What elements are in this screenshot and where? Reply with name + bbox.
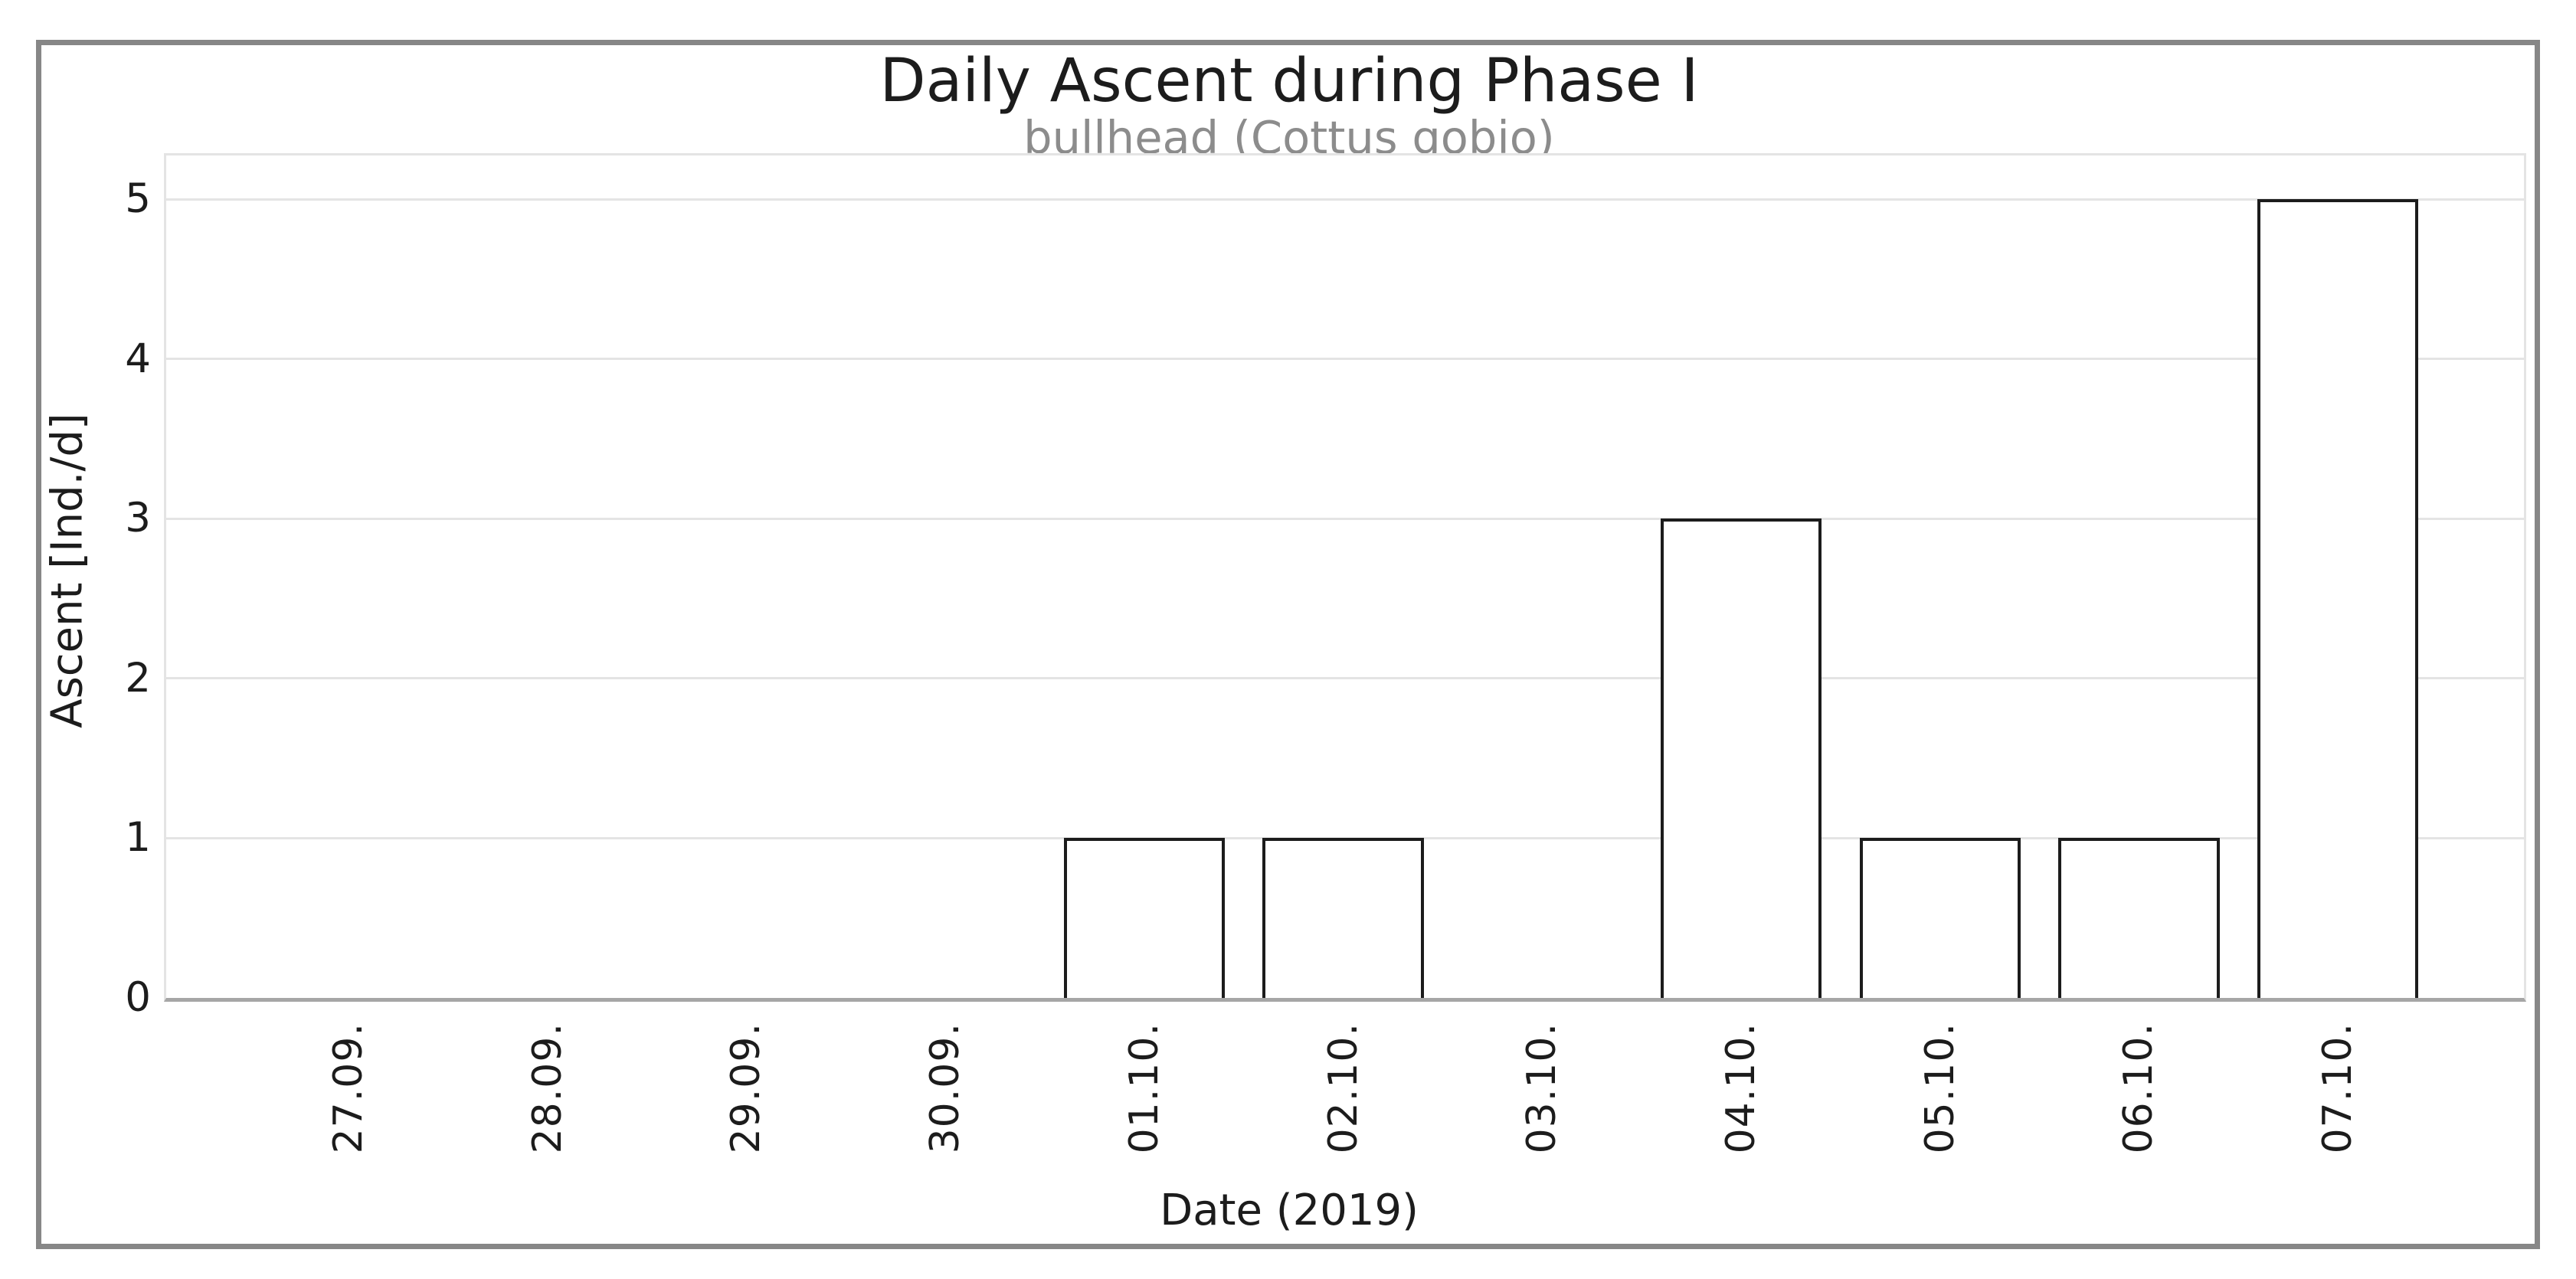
y-tick-label-4: 4	[125, 335, 151, 382]
x-tick-slot: 07.10.	[2238, 1022, 2437, 1183]
bar-slot-0110	[1045, 155, 1244, 998]
x-tick-label-0410: 04.10.	[1718, 1022, 1764, 1154]
x-tick-slot: 06.10.	[2040, 1022, 2239, 1183]
bars-container	[249, 155, 2437, 998]
bar-slot-2809	[448, 155, 647, 998]
bar-slot-0710	[2238, 155, 2437, 998]
x-tick-slot: 29.09.	[646, 1022, 846, 1183]
bar-slot-0510	[1841, 155, 2040, 998]
x-tick-label-0610: 06.10.	[2116, 1022, 2162, 1154]
x-tick-label-0310: 03.10.	[1519, 1022, 1566, 1154]
bar-0710-value-5	[2257, 199, 2419, 998]
bar-slot-0610	[2040, 155, 2239, 998]
x-axis-title: Date (2019)	[1160, 1186, 1419, 1235]
x-tick-label-3009: 30.09.	[922, 1022, 969, 1154]
x-tick-slot: 03.10.	[1442, 1022, 1642, 1183]
bar-0410-value-3	[1660, 518, 1822, 998]
bar-slot-0210	[1244, 155, 1443, 998]
x-tick-label-0710: 07.10.	[2315, 1022, 2362, 1154]
x-axis-tick-labels: 27.09. 28.09. 29.09. 30.09. 01.10. 02.10. 03.1…	[249, 1022, 2437, 1183]
plot-panel	[164, 153, 2526, 1002]
bar-slot-0310	[1442, 155, 1642, 998]
x-tick-label-0110: 01.10.	[1121, 1022, 1167, 1154]
x-tick-label-0510: 05.10.	[1916, 1022, 1963, 1154]
gridline-y4	[166, 358, 2524, 361]
x-tick-slot: 04.10.	[1642, 1022, 1841, 1183]
y-axis-title: Ascent [Ind./d]	[42, 413, 93, 728]
y-tick-label-3: 3	[125, 495, 151, 542]
chart-title: Daily Ascent during Phase I	[879, 47, 1699, 116]
bar-slot-0410	[1642, 155, 1841, 998]
bar-0510-value-1	[1859, 838, 2021, 998]
y-tick-label-5: 5	[125, 175, 151, 222]
bar-slot-3009	[846, 155, 1045, 998]
x-tick-slot: 02.10.	[1244, 1022, 1443, 1183]
bar-0110-value-1	[1063, 838, 1225, 998]
y-tick-label-1: 1	[125, 814, 151, 862]
bar-slot-2709	[249, 155, 448, 998]
gridline-y3	[166, 517, 2524, 520]
bar-0210-value-1	[1262, 838, 1424, 998]
y-tick-label-2: 2	[125, 654, 151, 702]
x-tick-slot: 01.10.	[1045, 1022, 1244, 1183]
x-tick-label-2709: 27.09.	[325, 1022, 372, 1154]
x-tick-label-0210: 02.10.	[1320, 1022, 1367, 1154]
x-tick-slot: 28.09.	[448, 1022, 647, 1183]
y-tick-label-0: 0	[125, 974, 151, 1021]
x-tick-slot: 30.09.	[846, 1022, 1045, 1183]
bar-slot-2909	[646, 155, 846, 998]
x-tick-slot: 27.09.	[249, 1022, 448, 1183]
bar-0610-value-1	[2058, 838, 2220, 998]
gridline-y2	[166, 677, 2524, 680]
gridline-y5	[166, 198, 2524, 201]
x-tick-label-2909: 29.09.	[723, 1022, 770, 1154]
x-tick-label-2809: 28.09.	[524, 1022, 571, 1154]
x-tick-slot: 05.10.	[1841, 1022, 2040, 1183]
